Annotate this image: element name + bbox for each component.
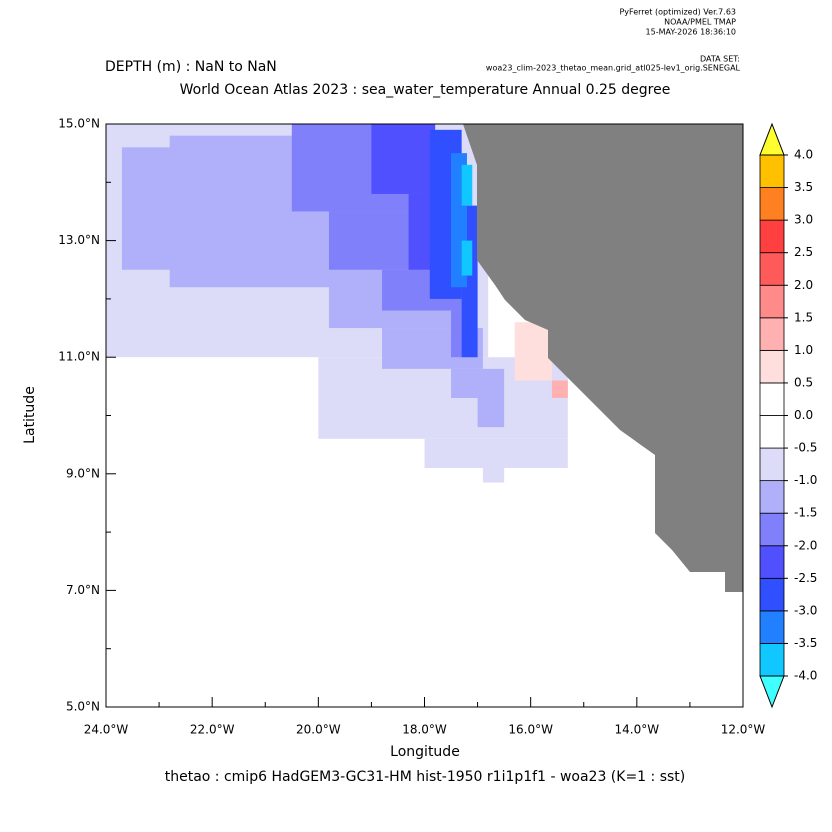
colorbar-label: -2.5 (794, 571, 817, 585)
axes: 24.0°W 22.0°W 20.0°W 18.0°W 16.0°W 14.0°W 12.0… (58, 117, 765, 737)
cell (461, 240, 473, 276)
colorbar-bin (759, 480, 785, 514)
field (106, 124, 690, 556)
colorbar-bin (759, 187, 785, 221)
cell (514, 322, 552, 381)
colorbar-label: 0.5 (794, 375, 813, 389)
x-tick-label: 14.0°W (615, 723, 660, 737)
colorbar-label: -1.5 (794, 506, 817, 520)
footer: thetao : cmip6 HadGEM3-GC31-HM hist-1950… (165, 769, 686, 785)
colorbar-label: -1.0 (794, 473, 817, 487)
y-tick-label: 9.0°N (66, 466, 100, 480)
cell (551, 380, 568, 399)
date: 15-MAY-2026 18:36:10 (646, 28, 736, 37)
x-tick-label: 16.0°W (508, 723, 553, 737)
cell (371, 124, 436, 194)
colorbar-label: -3.0 (794, 603, 817, 617)
colorbar-label: 4.0 (794, 148, 813, 162)
org: NOAA/PMEL TMAP (664, 18, 736, 27)
colorbar-bin (759, 512, 785, 547)
cell (477, 398, 505, 428)
y-tick-label: 7.0°N (66, 583, 100, 597)
colorbar-label: 2.5 (794, 245, 813, 259)
dataset: woa23_clim-2023_thetao_mean.grid_atl025-… (486, 64, 741, 73)
cell (451, 368, 505, 399)
chart-title: World Ocean Atlas 2023 : sea_water_tempe… (180, 82, 671, 98)
x-axis-label: Longitude (390, 744, 460, 760)
software: PyFerret (optimized) Ver.7.63 (619, 8, 736, 17)
y-tick-label: 11.0°N (58, 350, 100, 364)
cell (424, 438, 568, 468)
colorbar-bin (759, 545, 785, 579)
cell (482, 467, 505, 483)
colorbar-label: -2.0 (794, 538, 817, 552)
colorbar-bin (759, 154, 785, 188)
colorbar-label: 3.5 (794, 180, 813, 194)
dataset-label: DATA SET: (700, 55, 740, 64)
colorbar: -4.0 -3.5 -3.0 -2.5 -2.0 -1.5 -1.0 -0.5 0.0 0.5 1.… (759, 122, 817, 709)
cell (461, 164, 473, 206)
colorbar-label: 1.5 (794, 310, 813, 324)
y-tick-label: 5.0°N (66, 700, 100, 714)
colorbar-bin (759, 317, 785, 351)
colorbar-bin (759, 577, 785, 612)
land (463, 124, 743, 592)
colorbar-label: 3.0 (794, 213, 813, 227)
colorbar-bin (759, 447, 785, 482)
colorbar-under (759, 675, 785, 709)
colorbar-label: -3.5 (794, 636, 817, 650)
colorbar-label: -0.5 (794, 441, 817, 455)
colorbar-bin (759, 643, 785, 677)
colorbar-label: 2.0 (794, 278, 813, 292)
colorbar-bin (759, 284, 785, 319)
colorbar-bin (759, 349, 785, 384)
x-tick-label: 24.0°W (84, 723, 129, 737)
colorbar-bin (759, 415, 785, 449)
x-tick-label: 20.0°W (296, 723, 341, 737)
colorbar-over (759, 122, 785, 156)
x-tick-label: 12.0°W (721, 723, 766, 737)
colorbar-label: 1.0 (794, 343, 813, 357)
colorbar-label: -4.0 (794, 669, 817, 683)
colorbar-bin (759, 610, 785, 644)
y-tick-label: 13.0°N (58, 233, 100, 247)
y-axis-label: Latitude (22, 386, 38, 444)
colorbar-bin (759, 252, 785, 286)
colorbar-bin (759, 382, 785, 416)
x-tick-label: 18.0°W (402, 723, 447, 737)
x-tick-label: 22.0°W (190, 723, 235, 737)
y-tick-label: 15.0°N (58, 117, 100, 131)
subtitle: DEPTH (m) : NaN to NaN (105, 59, 277, 75)
colorbar-label: 0.0 (794, 408, 813, 422)
colorbar-bin (759, 219, 785, 254)
